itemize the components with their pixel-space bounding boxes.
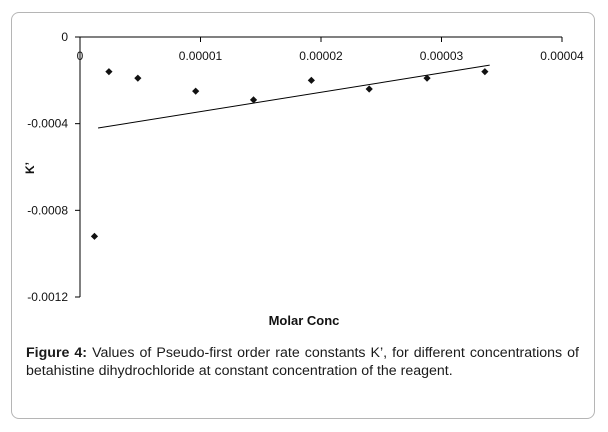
y-tick-label: -0.0008 [27,203,68,217]
x-axis-label: Molar Conc [268,313,340,328]
data-point [90,232,99,240]
trend-line [97,64,490,129]
x-tick-label: 0.00001 [179,49,223,63]
x-tick-label: 0.00003 [420,49,464,63]
y-tick-label: -0.0012 [27,290,68,304]
caption-label: Figure 4: [26,345,88,361]
data-point [307,76,315,84]
data-point [481,68,489,76]
data-point [365,85,373,93]
x-tick-label: 0.00004 [540,49,584,63]
x-tick-label: 0.00002 [299,49,343,63]
figure-frame [11,12,595,419]
y-tick-label: 0 [61,30,68,44]
figure-caption: Figure 4: Values of Pseudo-first order r… [26,344,579,380]
data-point [105,68,113,76]
data-point [249,96,258,104]
data-point [134,74,142,82]
data-point [423,74,431,82]
caption-text: Values of Pseudo-first order rate consta… [26,345,579,379]
y-axis-label: K’ [23,162,37,174]
x-tick-label: 0 [77,49,84,63]
y-tick-label: -0.0004 [27,117,68,131]
plot-area: 0 0.00001 0.00002 0.00003 0.00004 0 -0.0004 -0.… [27,30,584,304]
data-point [192,87,200,95]
